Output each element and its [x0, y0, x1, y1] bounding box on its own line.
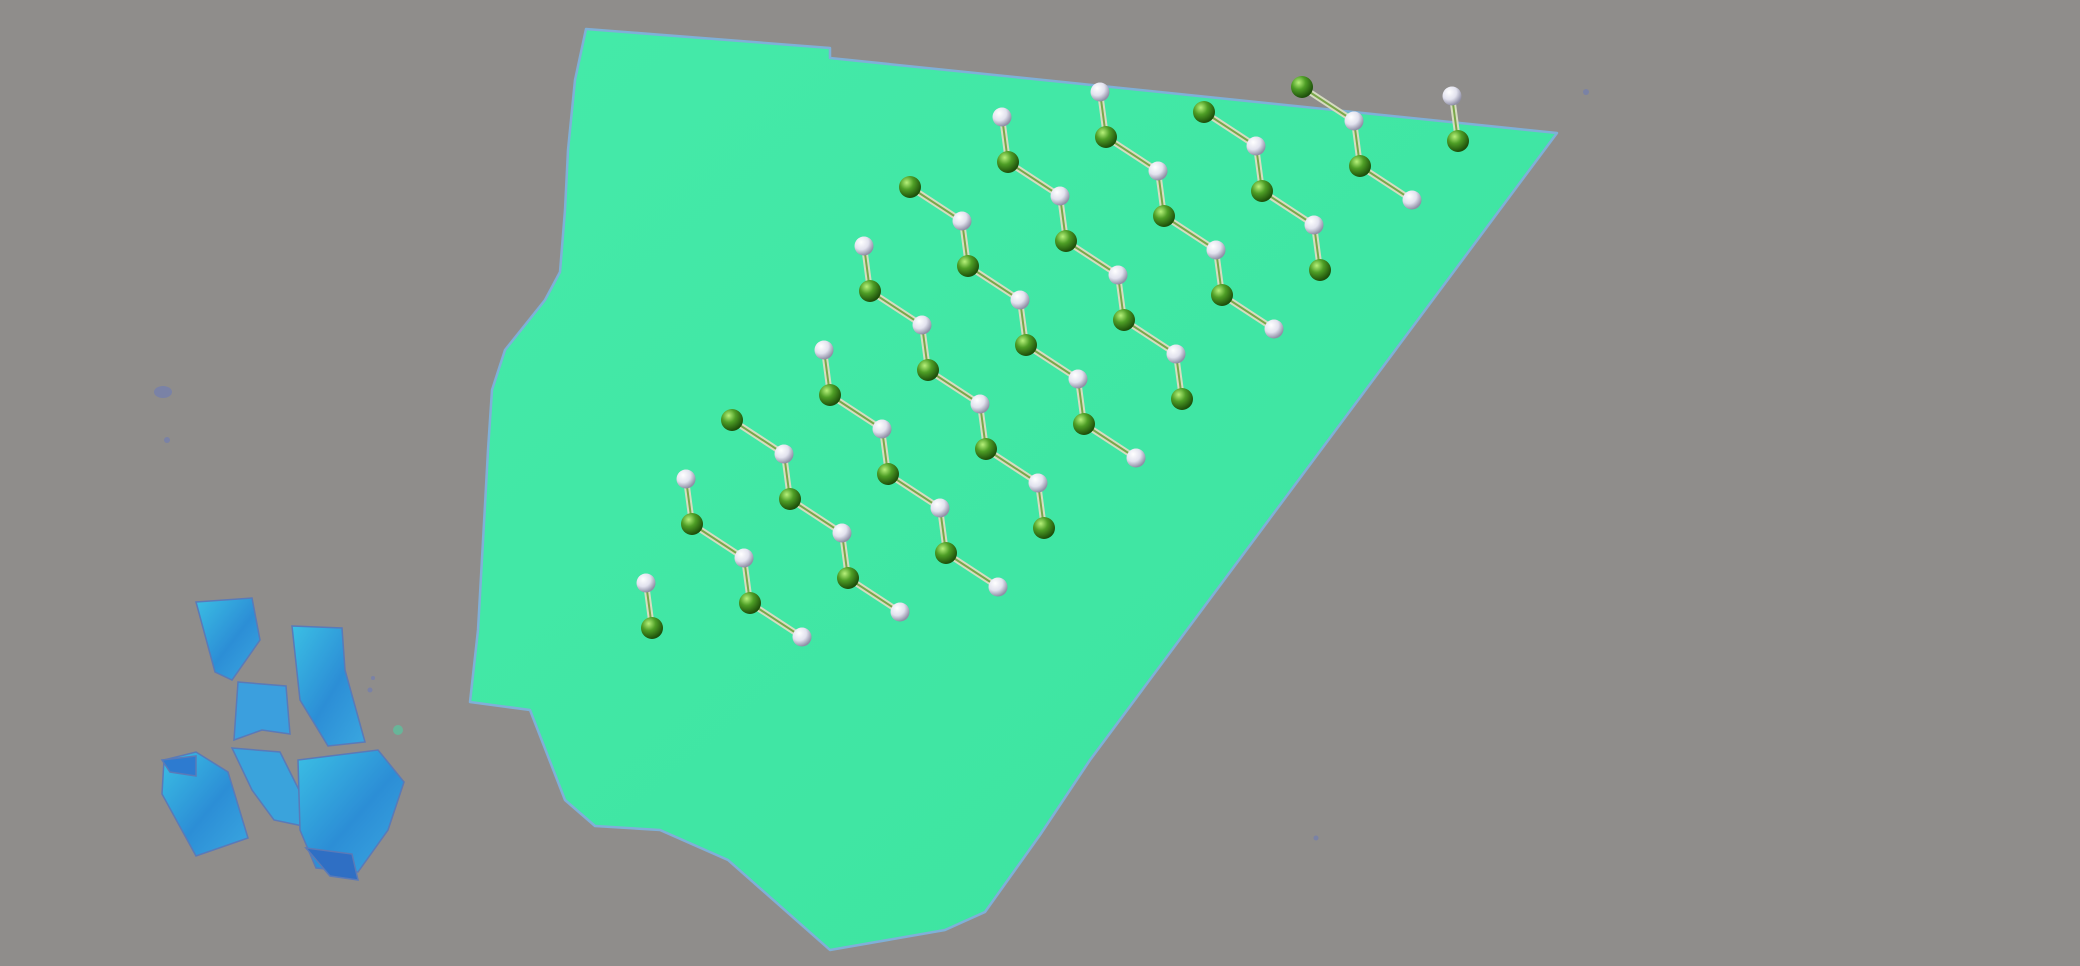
substrate-specks	[154, 89, 1589, 841]
white-atom	[1166, 344, 1186, 364]
green-atom	[1447, 130, 1469, 152]
green-atom	[819, 384, 841, 406]
lattice-model	[636, 76, 1469, 647]
white-atom	[1264, 319, 1284, 339]
white-atom	[1402, 190, 1422, 210]
green-atom	[681, 513, 703, 535]
white-atom	[1108, 265, 1128, 285]
white-atom	[1090, 82, 1110, 102]
green-atom	[1211, 284, 1233, 306]
green-atom	[837, 567, 859, 589]
green-atom	[739, 592, 761, 614]
white-atom	[832, 523, 852, 543]
white-atom	[890, 602, 910, 622]
green-atom	[975, 438, 997, 460]
white-atom	[872, 419, 892, 439]
green-atom	[1055, 230, 1077, 252]
white-atom	[1246, 136, 1266, 156]
green-atom	[1113, 309, 1135, 331]
green-atom	[917, 359, 939, 381]
green-atom	[899, 176, 921, 198]
white-atom	[1050, 186, 1070, 206]
white-atom	[1206, 240, 1226, 260]
white-atom	[970, 394, 990, 414]
white-atom	[1010, 290, 1030, 310]
white-atom	[952, 211, 972, 231]
white-atom	[1344, 111, 1364, 131]
green-atom	[721, 409, 743, 431]
green-atom	[1193, 101, 1215, 123]
green-atom	[1015, 334, 1037, 356]
monolayer-flake	[468, 27, 1559, 952]
white-atom	[792, 627, 812, 647]
green-atom	[957, 255, 979, 277]
white-atom	[734, 548, 754, 568]
white-atom	[774, 444, 794, 464]
white-atom	[988, 577, 1008, 597]
green-atom	[1251, 180, 1273, 202]
white-atom	[636, 573, 656, 593]
green-atom	[641, 617, 663, 639]
white-atom	[854, 236, 874, 256]
white-atom	[1126, 448, 1146, 468]
green-atom	[1033, 517, 1055, 539]
green-atom	[1309, 259, 1331, 281]
white-atom	[992, 107, 1012, 127]
green-atom	[859, 280, 881, 302]
white-atom	[912, 315, 932, 335]
green-atom	[1171, 388, 1193, 410]
white-atom	[676, 469, 696, 489]
white-atom	[1068, 369, 1088, 389]
white-atom	[930, 498, 950, 518]
white-atom	[814, 340, 834, 360]
green-atom	[1073, 413, 1095, 435]
green-atom	[997, 151, 1019, 173]
green-atom	[877, 463, 899, 485]
green-atom	[1095, 126, 1117, 148]
white-atom	[1028, 473, 1048, 493]
white-atom	[1304, 215, 1324, 235]
green-atom	[1349, 155, 1371, 177]
green-atom	[935, 542, 957, 564]
green-atom	[1291, 76, 1313, 98]
white-atom	[1148, 161, 1168, 181]
white-atom	[1442, 86, 1462, 106]
crystal-fragments	[160, 597, 405, 881]
green-atom	[779, 488, 801, 510]
green-atom	[1153, 205, 1175, 227]
